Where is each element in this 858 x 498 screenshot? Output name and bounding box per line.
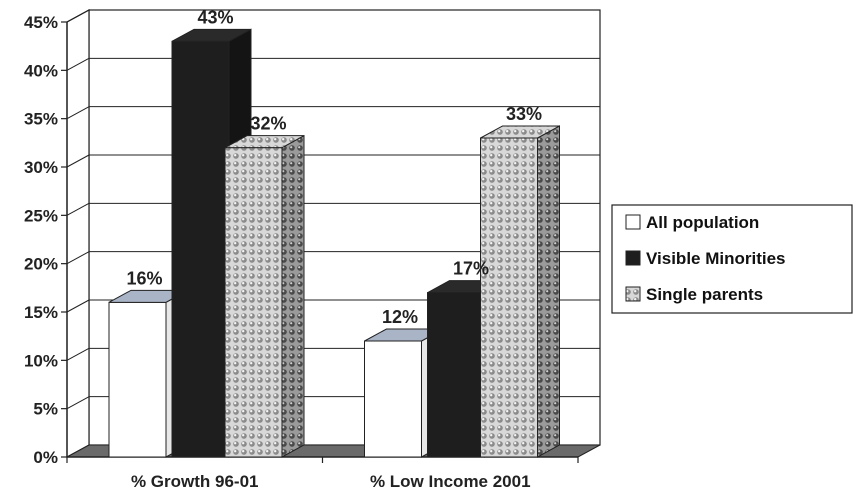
bar-front: [224, 147, 283, 458]
data-label: 32%: [250, 114, 286, 134]
y-tick-label: 25%: [24, 206, 58, 225]
gridline-side: [66, 251, 90, 265]
bar: [224, 134, 305, 458]
y-tick-label: 35%: [24, 110, 58, 129]
y-tick-label: 20%: [24, 255, 58, 274]
bar-side: [537, 125, 560, 458]
gridline-side: [66, 347, 90, 361]
legend-swatch: [625, 214, 641, 230]
gridline-side: [66, 154, 90, 168]
bar-side: [281, 134, 305, 458]
gridline-side: [66, 57, 90, 71]
gridline-side: [66, 106, 90, 120]
legend-label: Single parents: [646, 285, 763, 304]
category-label: % Growth 96-01: [131, 472, 259, 491]
bar-front: [108, 301, 167, 458]
legend: All population Visible Minorities Single p…: [611, 204, 853, 314]
y-tick-label: 40%: [24, 61, 58, 80]
y-tick-label: 15%: [24, 303, 58, 322]
legend-swatch: [625, 250, 641, 266]
gridline-side: [66, 9, 90, 23]
y-tick-label: 45%: [24, 13, 58, 32]
data-label: 33%: [506, 104, 542, 124]
bar-front: [364, 340, 422, 458]
legend-box: [611, 204, 853, 314]
bar-front: [427, 292, 485, 458]
y-tick-label: 5%: [33, 400, 58, 419]
data-label: 43%: [197, 7, 233, 27]
gridline-side: [66, 396, 90, 410]
bar: [480, 125, 560, 458]
y-tick-label: 10%: [24, 351, 58, 370]
gridline-side: [66, 202, 90, 216]
data-label: 16%: [126, 268, 162, 288]
y-tick-label: 30%: [24, 158, 58, 177]
data-label: 17%: [453, 259, 489, 279]
side-wall-panel: [66, 8, 90, 459]
data-label: 12%: [382, 307, 418, 327]
category-label: % Low Income 2001: [370, 472, 531, 491]
bar-top: [224, 135, 305, 149]
y-tick-label: 0%: [33, 448, 58, 467]
bar-front: [171, 40, 230, 458]
legend-label: Visible Minorities: [646, 249, 786, 268]
axes: 0% 5% 10% 15% 20% 25% 30% 35% 40% 45% % Growth 96-…: [24, 13, 579, 491]
data-labels: 16% 43% 32% 12% 17% 33%: [126, 7, 542, 327]
bar-top: [480, 125, 560, 139]
legend-label: All population: [646, 213, 759, 232]
bar-top: [171, 28, 252, 42]
legend-swatch: [625, 286, 641, 302]
bars: [108, 28, 560, 458]
bar-front: [480, 137, 538, 458]
gridline-side: [66, 299, 90, 313]
